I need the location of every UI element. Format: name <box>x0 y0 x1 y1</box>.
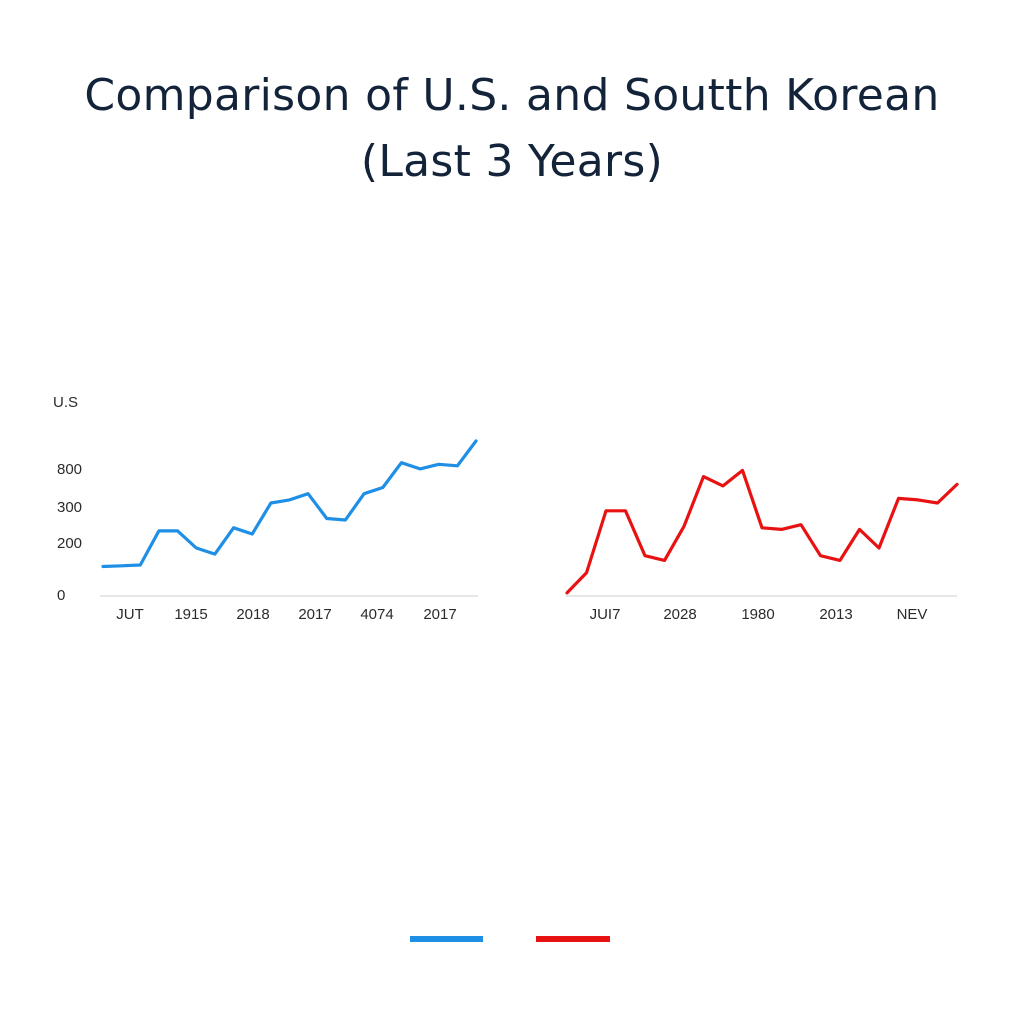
us-y-tick-label: 0 <box>57 587 65 604</box>
kr-x-tick-label: JUI7 <box>590 606 621 623</box>
us-x-tick-label: 2018 <box>236 606 269 623</box>
chart-title-line-2: (Last 3 Years) <box>360 136 664 187</box>
kr-x-tick-label: 2028 <box>663 606 696 623</box>
us-x-tick-label: 2017 <box>423 606 456 623</box>
us-y-axis-label: U.S <box>53 394 78 411</box>
us-x-tick-label: 2017 <box>298 606 331 623</box>
us-x-tick-label: 4074 <box>360 606 393 623</box>
kr-x-tick-label: 1980 <box>741 606 774 623</box>
us-x-tick-label: JUT <box>116 606 144 623</box>
kr-series-line <box>565 468 959 595</box>
us-y-tick-label: 300 <box>57 499 82 516</box>
chart-title-line-1: Comparison of U.S. and Soutth Korean <box>84 70 940 121</box>
kr-x-tick-label: NEV <box>897 606 928 623</box>
chart-panel-south-korea: JUI7 2028 1980 2013 NEV <box>565 468 959 623</box>
kr-x-tick-label: 2013 <box>819 606 852 623</box>
chart-panel-us: U.S 0 200 300 800 JUT 1915 2018 2017 4074 2017 <box>53 394 478 623</box>
us-y-tick-label: 200 <box>57 535 82 552</box>
us-series-line <box>101 439 478 569</box>
us-x-tick-label: 1915 <box>174 606 207 623</box>
us-y-tick-label: 800 <box>57 461 82 478</box>
